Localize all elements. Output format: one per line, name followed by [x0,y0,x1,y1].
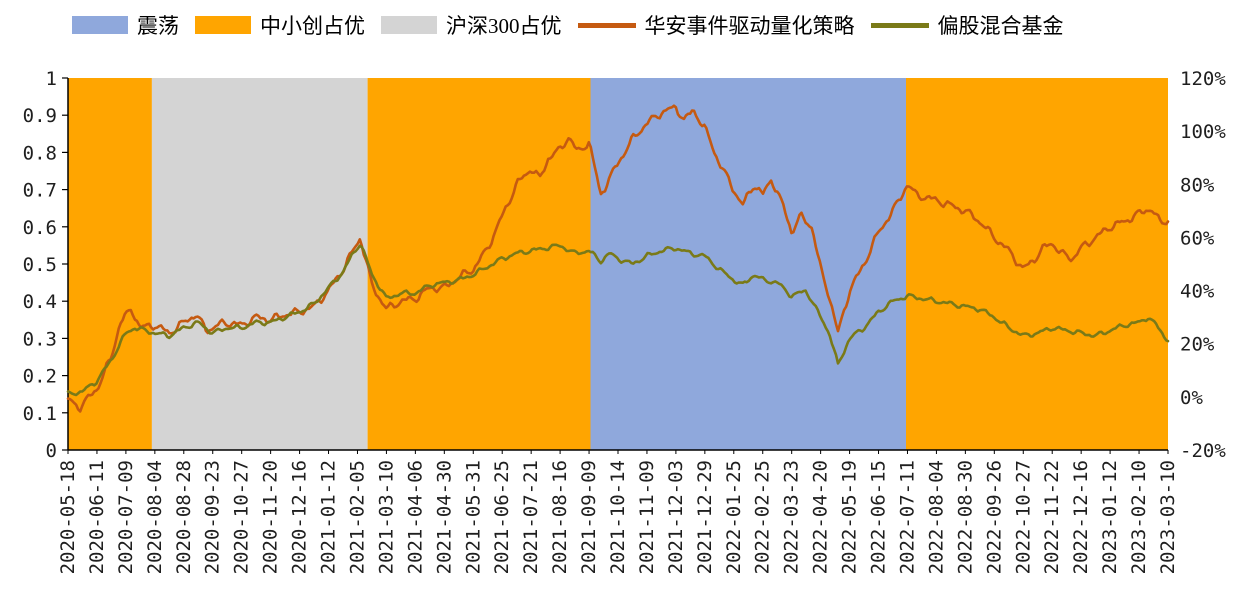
regime-band [906,78,1168,450]
x-axis-tick-label: 2023-02-10 [1128,460,1150,574]
series-line-huaan-strategy [66,104,1170,413]
right-axis-tick-label: 40% [1180,281,1215,303]
legend-item: 沪深300占优 [381,10,562,40]
left-axis-tick-label: 0.5 [23,254,57,276]
x-axis-tick-label: 2021-03-10 [375,460,397,574]
x-axis-tick-label: 2020-08-28 [173,460,195,574]
x-axis-tick-label: 2022-04-20 [810,460,832,574]
regime-band [367,78,591,450]
left-axis-tick-label: 0.8 [23,142,57,164]
x-axis-tick-label: 2020-12-16 [289,460,311,574]
x-axis-tick-label: 2021-12-29 [694,460,716,574]
x-axis-tick-label: 2022-08-30 [954,460,976,574]
legend-rect-swatch [72,16,128,34]
x-axis-tick-label: 2020-06-11 [86,460,108,574]
x-axis-tick-label: 2021-10-14 [607,460,629,574]
legend-label: 中小创占优 [260,14,365,38]
x-axis-tick-label: 2020-07-09 [115,460,137,574]
left-axis-tick-label: 0.6 [23,217,57,239]
legend-line-swatch [870,22,929,28]
series-line-equity-hybrid-fund [66,243,1170,397]
legend-rect-swatch [381,16,437,34]
left-axis-tick-label: 0.4 [23,291,57,313]
x-axis-tick-label: 2022-12-16 [1070,460,1092,574]
left-axis-tick-label: 0 [46,440,57,462]
x-axis-tick-label: 2021-06-25 [491,460,513,574]
x-axis-tick-label: 2021-11-09 [636,460,658,574]
legend-label: 偏股混合基金 [937,14,1064,38]
x-axis-tick-label: 2022-09-26 [983,460,1005,574]
legend-item: 华安事件驱动量化策略 [577,10,855,40]
legend-label: 华安事件驱动量化策略 [644,14,855,38]
x-axis-tick-label: 2023-03-10 [1157,460,1179,574]
x-axis-tick-label: 2021-09-09 [578,460,600,574]
x-axis-tick-label: 2021-07-21 [520,460,542,574]
legend-item: 中小创占优 [195,10,365,40]
legend-line-swatch [577,22,636,28]
x-axis-tick-label: 2021-04-06 [404,460,426,574]
right-axis-tick-label: 60% [1180,227,1215,249]
right-axis-tick-label: -20% [1180,440,1226,462]
x-axis-tick-label: 2022-07-11 [897,460,919,574]
x-axis-tick-label: 2022-02-25 [752,460,774,574]
left-axis-tick-label: 0.9 [23,105,57,127]
left-axis-tick-label: 0.3 [23,328,57,350]
legend-rect-swatch [195,16,251,34]
left-axis-tick-label: 0.2 [23,366,57,388]
legend-item: 偏股混合基金 [870,10,1064,40]
x-axis-tick-label: 2021-04-30 [433,460,455,574]
x-axis-tick-label: 2022-06-15 [868,460,890,574]
chart-legend: 震荡 中小创占优 沪深300占优 华安事件驱动量化策略 偏股混合基金 [72,10,1064,40]
x-axis-tick-label: 2023-01-12 [1099,460,1121,574]
left-axis-tick-label: 1 [46,68,57,90]
x-axis-tick-label: 2022-03-23 [781,460,803,574]
right-axis-tick-label: 0% [1180,387,1203,409]
left-axis-tick-label: 0.1 [23,403,57,425]
x-axis-tick-label: 2021-05-31 [462,460,484,574]
x-axis-tick-label: 2020-05-18 [57,460,79,574]
x-axis-tick-label: 2021-01-12 [318,460,340,574]
x-axis-tick-label: 2021-08-16 [549,460,571,574]
right-axis-tick-label: 20% [1180,334,1215,356]
regime-band [68,78,152,450]
x-axis-tick-label: 2020-08-04 [144,460,166,574]
x-axis-tick-label: 2020-09-23 [202,460,224,574]
right-axis-tick-label: 100% [1180,121,1226,143]
x-axis-tick-label: 2020-11-20 [260,460,282,574]
x-axis-tick-label: 2022-11-22 [1041,460,1063,574]
x-axis-tick-label: 2021-12-03 [665,460,687,574]
legend-label: 震荡 [137,14,179,38]
x-axis-tick-label: 2022-10-27 [1012,460,1034,574]
x-axis-tick-label: 2021-02-05 [347,460,369,574]
regime-band [151,78,368,450]
x-axis-tick-label: 2022-01-25 [723,460,745,574]
legend-item: 震荡 [72,10,179,40]
right-axis-tick-label: 120% [1180,68,1226,90]
x-axis-tick-label: 2022-05-19 [839,460,861,574]
x-axis-tick-label: 2022-08-04 [925,460,947,574]
left-axis-tick-label: 0.7 [23,180,57,202]
right-axis-tick-label: 80% [1180,174,1215,196]
x-axis-tick-label: 2020-10-27 [231,460,253,574]
regime-band [590,78,906,450]
legend-label: 沪深300占优 [446,14,562,38]
